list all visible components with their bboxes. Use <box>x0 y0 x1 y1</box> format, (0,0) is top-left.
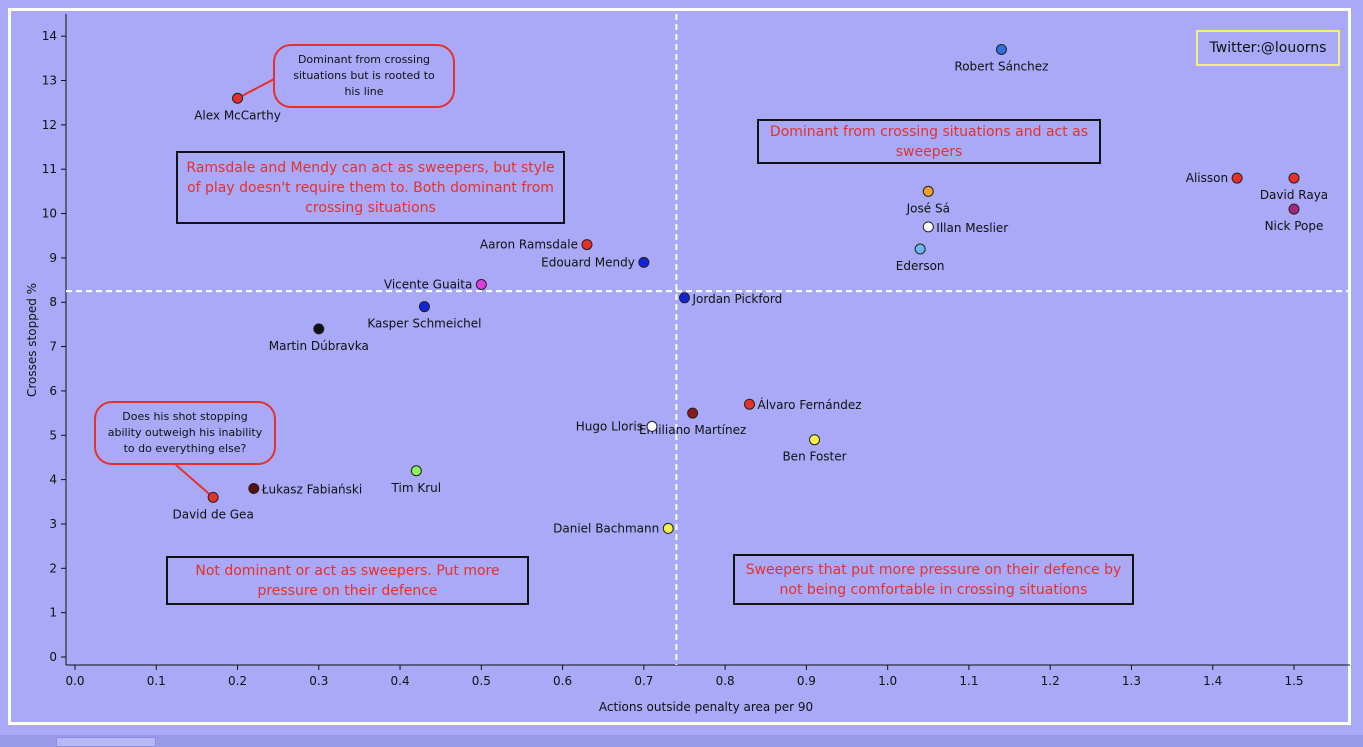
scatter-point <box>313 323 325 335</box>
scatter-point <box>232 92 244 104</box>
scatter-point <box>646 420 658 432</box>
scatter-point <box>475 279 487 291</box>
y-tick-label: 7 <box>49 340 57 354</box>
scatter-point <box>410 465 422 477</box>
x-tick-label: 0.3 <box>309 674 328 688</box>
y-tick-label: 3 <box>49 517 57 531</box>
scatter-point <box>207 491 219 503</box>
chart-frame <box>8 8 1351 725</box>
bottom-tab[interactable] <box>56 737 156 747</box>
point-label: David Raya <box>1260 188 1328 202</box>
x-tick-label: 1.1 <box>959 674 978 688</box>
point-label: David de Gea <box>172 507 253 521</box>
callout-connector-de-gea <box>175 464 214 499</box>
points-layer: Robert Sánchez Alex McCarthy Alisson David … <box>172 43 1328 535</box>
axes: 0.0 0.1 0.2 0.3 0.4 0.5 0.6 0.7 0.8 0.9 1.0 1.1 1.2 1… <box>42 14 1350 688</box>
point-label: Illan Meslier <box>936 221 1008 235</box>
scatter-point <box>922 185 934 197</box>
scatter-point <box>922 221 934 233</box>
point-label: Hugo Lloris <box>576 419 643 433</box>
point-label: Martin Dúbravka <box>269 339 369 353</box>
x-tick-label: 0.1 <box>147 674 166 688</box>
y-tick-label: 6 <box>49 384 57 398</box>
x-tick-label: 1.4 <box>1203 674 1222 688</box>
y-tick-label: 1 <box>49 606 57 620</box>
point-label: Daniel Bachmann <box>553 521 659 535</box>
point-label: Edouard Mendy <box>541 255 635 269</box>
scatter-point <box>581 239 593 251</box>
quadrant-note-top-right: Dominant from crossing situations and ac… <box>757 119 1101 164</box>
scatter-point <box>1231 172 1243 184</box>
point-label: Emiliano Martínez <box>639 423 746 437</box>
x-tick-label: 1.2 <box>1041 674 1060 688</box>
y-tick-label: 2 <box>49 561 57 575</box>
y-tick-label: 0 <box>49 650 57 664</box>
scatter-point <box>1288 172 1300 184</box>
y-tick-label: 12 <box>42 118 57 132</box>
point-label: Kasper Schmeichel <box>367 317 481 331</box>
x-tick-label: 0.8 <box>716 674 735 688</box>
point-label: Vicente Guaita <box>384 278 472 292</box>
y-tick-label: 8 <box>49 295 57 309</box>
scatter-point <box>744 398 756 410</box>
scatter-point <box>914 243 926 255</box>
x-tick-label: 0.4 <box>391 674 410 688</box>
twitter-handle: Twitter:@louorns <box>1196 30 1340 66</box>
scatter-point <box>1288 203 1300 215</box>
scatter-point <box>678 292 690 304</box>
scatter-point <box>687 407 699 419</box>
y-tick-label: 11 <box>42 162 57 176</box>
point-label: Jordan Pickford <box>691 292 782 306</box>
x-tick-label: 0.6 <box>553 674 572 688</box>
point-label: Alisson <box>1186 171 1228 185</box>
quadrant-note-bottom-right: Sweepers that put more pressure on their… <box>733 554 1134 605</box>
point-label: José Sá <box>906 201 950 215</box>
reference-lines <box>66 14 1350 665</box>
x-tick-label: 0.7 <box>634 674 653 688</box>
y-tick-label: 9 <box>49 251 57 265</box>
x-tick-label: 0.0 <box>65 674 84 688</box>
x-tick-label: 1.3 <box>1122 674 1141 688</box>
y-tick-label: 14 <box>42 29 57 43</box>
bottom-bar <box>0 735 1363 747</box>
point-label: Ederson <box>896 259 945 273</box>
point-label: Robert Sánchez <box>954 59 1048 73</box>
x-axis-title: Actions outside penalty area per 90 <box>599 700 813 714</box>
x-tick-label: 0.5 <box>472 674 491 688</box>
y-tick-label: 13 <box>42 74 57 88</box>
callout-mccarthy: Dominant from crossing situations but is… <box>273 44 455 108</box>
scatter-point <box>418 301 430 313</box>
callout-connector-mccarthy <box>237 77 277 100</box>
y-axis-title: Crosses stopped % <box>25 283 39 397</box>
quadrant-note-bottom-left: Not dominant or act as sweepers. Put mor… <box>166 556 529 605</box>
point-label: Álvaro Fernández <box>758 397 862 412</box>
x-tick-label: 1.0 <box>878 674 897 688</box>
point-label: Tim Krul <box>391 481 442 495</box>
scatter-point <box>809 434 821 446</box>
scatter-point <box>995 43 1007 55</box>
y-tick-label: 10 <box>42 207 57 221</box>
point-label: Nick Pope <box>1265 219 1324 233</box>
scatter-point <box>248 482 260 494</box>
quadrant-note-top-left: Ramsdale and Mendy can act as sweepers, … <box>176 151 565 224</box>
point-label: Aaron Ramsdale <box>480 238 578 252</box>
x-tick-label: 1.5 <box>1284 674 1303 688</box>
point-label: Ben Foster <box>782 450 846 464</box>
y-tick-label: 4 <box>49 473 57 487</box>
x-tick-label: 0.2 <box>228 674 247 688</box>
y-tick-label: 5 <box>49 428 57 442</box>
point-label: Łukasz Fabiański <box>261 482 362 496</box>
x-tick-label: 0.9 <box>797 674 816 688</box>
scatter-point <box>638 256 650 268</box>
point-label: Alex McCarthy <box>194 108 281 122</box>
callout-de-gea: Does his shot stopping ability outweigh … <box>94 401 276 465</box>
scatter-point <box>662 522 674 534</box>
